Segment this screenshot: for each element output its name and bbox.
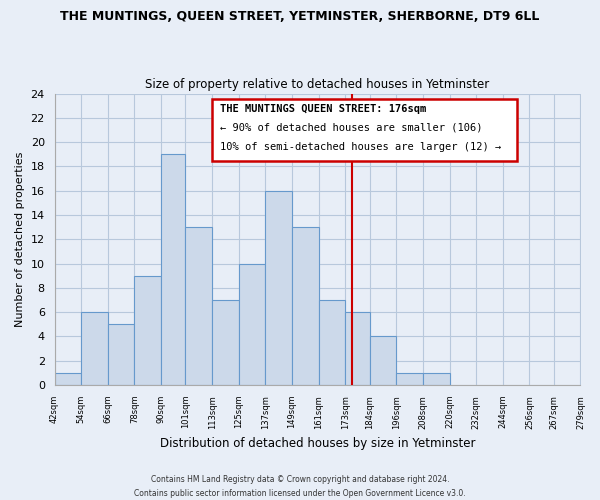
Bar	[292, 227, 319, 385]
Text: THE MUNTINGS, QUEEN STREET, YETMINSTER, SHERBORNE, DT9 6LL: THE MUNTINGS, QUEEN STREET, YETMINSTER, …	[61, 10, 539, 23]
Bar	[265, 190, 292, 385]
Title: Size of property relative to detached houses in Yetminster: Size of property relative to detached ho…	[145, 78, 490, 91]
X-axis label: Distribution of detached houses by size in Yetminster: Distribution of detached houses by size …	[160, 437, 475, 450]
Text: ← 90% of detached houses are smaller (106): ← 90% of detached houses are smaller (10…	[220, 122, 483, 132]
Text: THE MUNTINGS QUEEN STREET: 176sqm: THE MUNTINGS QUEEN STREET: 176sqm	[220, 104, 427, 114]
Bar	[134, 276, 161, 385]
Bar	[396, 373, 423, 385]
Bar	[108, 324, 134, 385]
Bar	[319, 300, 345, 385]
Bar	[161, 154, 185, 385]
Text: 10% of semi-detached houses are larger (12) →: 10% of semi-detached houses are larger (…	[220, 142, 502, 152]
Bar	[212, 300, 239, 385]
Y-axis label: Number of detached properties: Number of detached properties	[15, 152, 25, 327]
Text: Contains HM Land Registry data © Crown copyright and database right 2024.
Contai: Contains HM Land Registry data © Crown c…	[134, 476, 466, 498]
Bar	[345, 312, 370, 385]
Bar	[81, 312, 108, 385]
Bar	[55, 373, 81, 385]
Bar	[370, 336, 396, 385]
Bar	[239, 264, 265, 385]
Bar	[185, 227, 212, 385]
FancyBboxPatch shape	[212, 100, 517, 160]
Bar	[423, 373, 449, 385]
